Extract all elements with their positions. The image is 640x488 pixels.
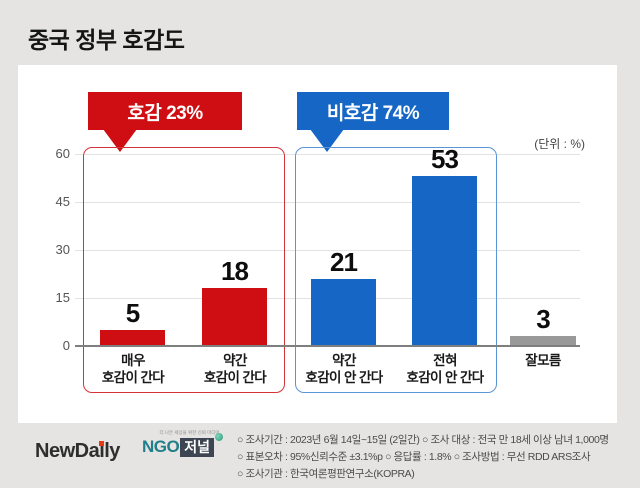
survey-methodology: ○ 조사기간 : 2023년 6월 14일~15일 (2일간) ○ 조사 대상 … — [237, 432, 617, 483]
bar — [100, 330, 165, 346]
bar-value-label: 5 — [125, 298, 141, 328]
unfavorable-badge: 비호감 74% — [297, 92, 449, 130]
favorable-badge: 호감 23% — [88, 92, 242, 130]
ngo-journal-green-dot-icon — [215, 433, 223, 441]
favorable-group-box — [83, 147, 285, 393]
gridline-45 — [75, 202, 580, 203]
category-label: 잘모름 — [525, 353, 561, 368]
newdaily-red-dot-icon — [99, 441, 104, 446]
y-axis-tick: 0 — [62, 338, 70, 353]
gridline-30 — [75, 250, 580, 251]
category-label: 약간 호감이 간다 — [203, 353, 267, 385]
unfavorable-badge-pointer-icon — [310, 129, 344, 152]
y-axis-tick: 45 — [55, 194, 70, 209]
newdaily-logo: NewDaily — [35, 440, 120, 463]
bar-value-label: 53 — [431, 144, 459, 174]
x-axis-line — [75, 345, 580, 347]
bar — [202, 288, 267, 346]
survey-line-3: ○ 조사기관 : 한국여론평판연구소(KOPRA) — [237, 468, 415, 480]
ngo-logo-text: NGO — [142, 437, 180, 456]
footer: NewDaily 더 나은 세상을 위한 신뢰 미디어 NGO 저널 ○ 조사기… — [0, 430, 640, 488]
survey-line-1: ○ 조사기간 : 2023년 6월 14일~15일 (2일간) ○ 조사 대상 … — [237, 434, 609, 446]
bar-column-very-favorable: 5 — [100, 299, 165, 346]
ngo-journal-logo-text: 저널 — [180, 437, 214, 457]
y-axis-tick: 60 — [55, 146, 70, 161]
bar-value-label: 21 — [330, 247, 358, 277]
y-axis-tick: 30 — [55, 242, 70, 257]
ngo-journal-tagline: 더 나은 세상을 위한 신뢰 미디어 — [159, 430, 220, 435]
category-label: 약간 호감이 안 간다 — [305, 353, 383, 385]
bar-column-somewhat-unfavorable: 21 — [311, 248, 376, 346]
bar — [510, 336, 576, 346]
bar-column-somewhat-favorable: 18 — [202, 257, 267, 346]
page-title: 중국 정부 호감도 — [28, 27, 185, 53]
ngo-journal-logo: 더 나은 세상을 위한 신뢰 미디어 NGO 저널 — [142, 430, 237, 457]
favorable-badge-pointer-icon — [103, 129, 137, 152]
gridline-60 — [75, 154, 580, 155]
bar — [311, 279, 376, 346]
category-label: 매우 호감이 간다 — [101, 353, 165, 385]
bar-column-dont-know: 3 — [510, 305, 576, 346]
newdaily-logo-text: NewDaily — [35, 440, 120, 462]
unit-label: (단위 : %) — [534, 137, 585, 151]
bar-column-very-unfavorable: 53 — [412, 145, 477, 346]
bar — [412, 176, 477, 346]
unfavorable-group-box — [295, 147, 497, 393]
category-label: 전혀 호감이 안 간다 — [406, 353, 484, 385]
chart-card: 호감 23% 비호감 74% (단위 : %) 60 45 30 15 0 5 … — [18, 65, 617, 423]
survey-line-2: ○ 표본오차 : 95%신뢰수준 ±3.1%p ○ 응답률 : 1.8% ○ 조… — [237, 451, 591, 463]
bar-value-label: 18 — [221, 256, 249, 286]
y-axis-tick: 15 — [55, 290, 70, 305]
bar-value-label: 3 — [536, 304, 551, 334]
